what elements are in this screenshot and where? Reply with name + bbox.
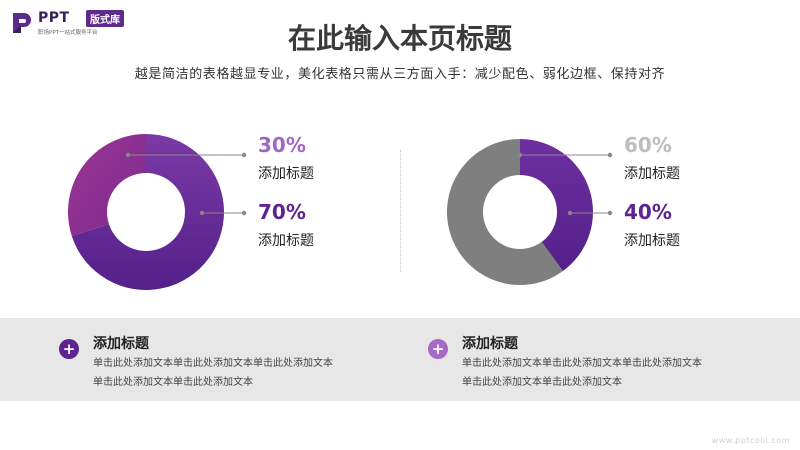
brand-logo: PPT 版式库 职场PPT一站式服务平台 — [10, 9, 130, 37]
watermark: www.pptcool.com — [711, 436, 790, 445]
donut-charts — [67, 134, 613, 290]
card1-plus-icon: + — [59, 339, 79, 359]
chart1-slice1-label: 添加标题 — [258, 166, 314, 182]
chart2-leader-dot-2-2 — [607, 210, 613, 216]
chart2-slice2-value: 40% — [624, 200, 672, 224]
card2-title: 添加标题 — [462, 336, 518, 352]
logo-tagline: 职场PPT一站式服务平台 — [38, 30, 98, 36]
logo-name: PPT — [38, 10, 70, 26]
chart1-leader-dot-1-1 — [125, 152, 131, 158]
chart1-leader-dot-2-2 — [241, 210, 247, 216]
logo-badge: 版式库 — [86, 10, 124, 27]
chart-divider — [400, 150, 401, 272]
chart1-leader-dot-1-2 — [241, 152, 247, 158]
logo-p-icon — [13, 13, 31, 33]
chart1-slice1-value: 30% — [258, 133, 306, 157]
chart1-leader-dot-2-1 — [199, 210, 205, 216]
chart2-slice1-label: 添加标题 — [624, 166, 680, 182]
chart2-leader-dot-2-1 — [567, 210, 573, 216]
chart1-slice2 — [71, 134, 224, 290]
chart1-slice2-label: 添加标题 — [258, 233, 314, 249]
chart2-slice1 — [446, 139, 563, 285]
card2-plus-icon: + — [428, 339, 448, 359]
page-subtitle: 越是简洁的表格越显专业，美化表格只需从三方面入手：减少配色、弱化边框、保持对齐 — [134, 67, 666, 82]
card2-body: 单击此处添加文本单击此处添加文本单击此处添加文本单击此处添加文本单击此处添加文本 — [462, 358, 702, 388]
chart2-slice1-value: 60% — [624, 133, 672, 157]
card1-body: 单击此处添加文本单击此处添加文本单击此处添加文本单击此处添加文本单击此处添加文本 — [93, 358, 333, 388]
chart1-slice1 — [67, 134, 146, 237]
chart2-leader-dot-1-2 — [607, 152, 613, 158]
card1-title: 添加标题 — [93, 336, 149, 352]
chart1-slice2-value: 70% — [258, 200, 306, 224]
chart2-leader-dot-1-1 — [517, 152, 523, 158]
chart2-slice2-label: 添加标题 — [624, 233, 680, 249]
chart2-slice2 — [520, 139, 593, 272]
page-title: 在此输入本页标题 — [287, 22, 512, 55]
info-band — [0, 318, 800, 401]
